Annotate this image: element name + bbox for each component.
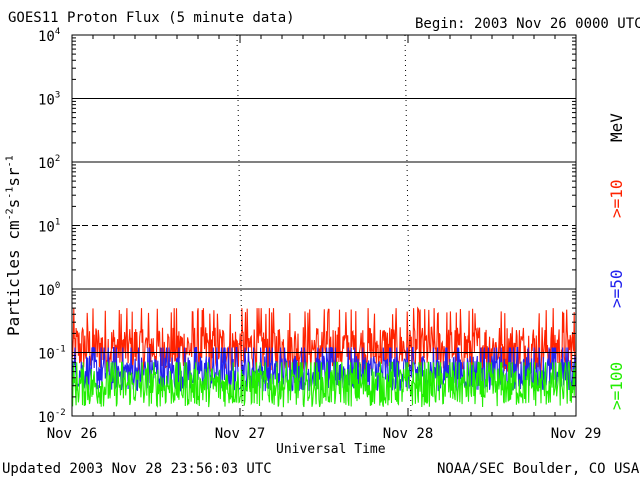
y-tick-label: 10-2 xyxy=(38,408,66,426)
y-tick-label: 103 xyxy=(38,91,60,109)
x-tick-label: Nov 28 xyxy=(383,426,434,442)
series-line-2 xyxy=(71,346,577,393)
legend-item-10mev: >=10 xyxy=(607,179,626,218)
chart-title: GOES11 Proton Flux (5 minute data) xyxy=(8,10,295,26)
y-tick-label: 101 xyxy=(38,218,60,236)
x-tick-label: Nov 27 xyxy=(215,426,266,442)
legend-item-100mev: >=100 xyxy=(607,361,626,410)
day-divider-2 xyxy=(404,34,412,417)
source-credit: NOAA/SEC Boulder, CO USA xyxy=(437,461,640,477)
y-axis-label: Particles cm-2s-1sr-1 xyxy=(4,155,23,336)
x-tick-label: Nov 29 xyxy=(551,426,602,442)
y-tick-label: 10-1 xyxy=(38,345,66,363)
legend-item-50mev: >=50 xyxy=(607,269,626,308)
updated-timestamp: Updated 2003 Nov 28 23:56:03 UTC xyxy=(2,461,272,477)
legend-units: MeV xyxy=(607,113,626,142)
day-divider-1 xyxy=(236,34,244,417)
begin-time-label: Begin: 2003 Nov 26 0000 UTC xyxy=(415,16,640,32)
x-axis-label: Universal Time xyxy=(276,442,386,457)
series-line-3 xyxy=(71,361,576,408)
y-tick-label: 100 xyxy=(38,281,60,299)
x-tick-label: Nov 26 xyxy=(47,426,98,442)
y-tick-label: 102 xyxy=(38,154,60,172)
y-tick-label: 104 xyxy=(38,27,60,45)
